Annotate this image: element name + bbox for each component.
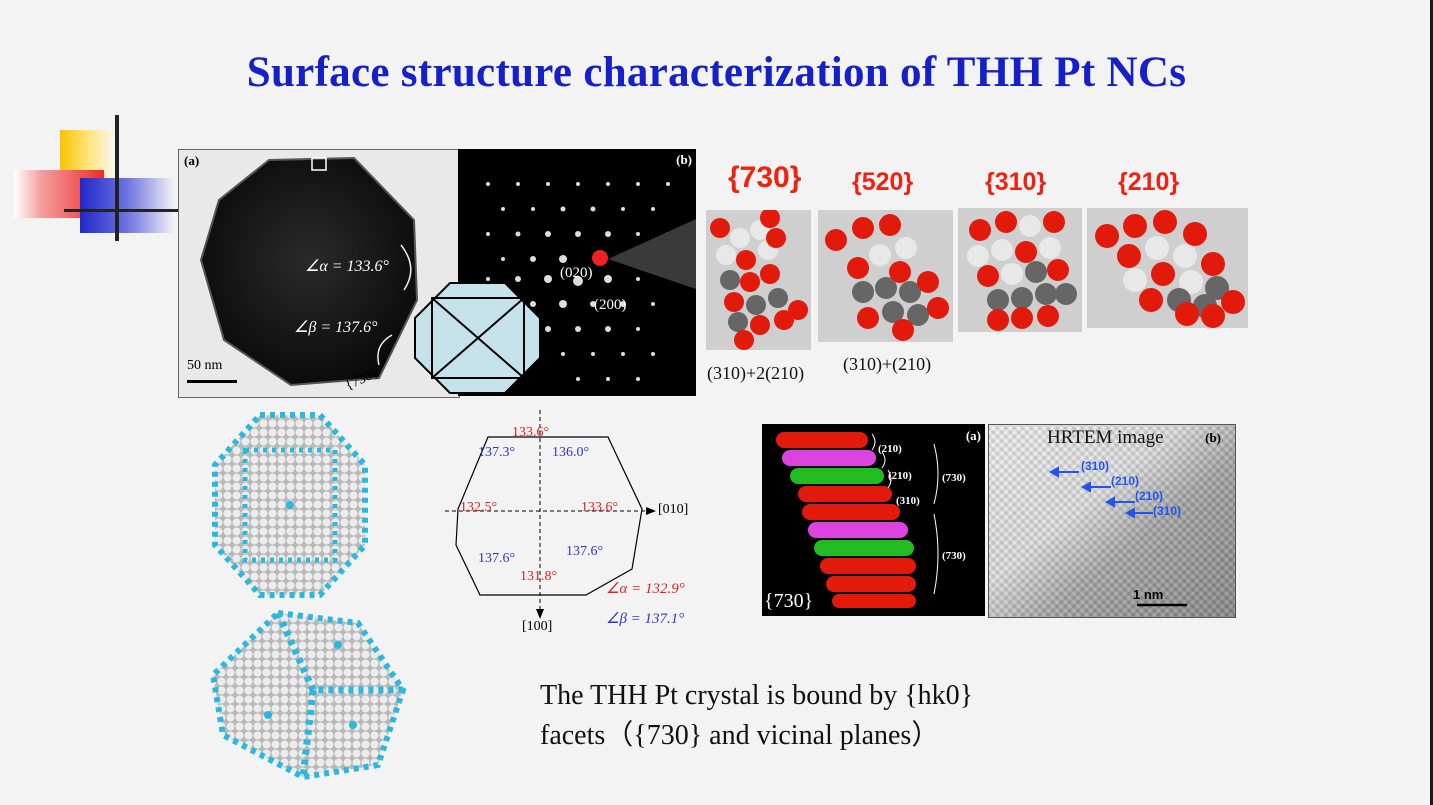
tem-particle <box>199 156 419 387</box>
diffraction-spots <box>486 182 696 381</box>
step-label-210-a: (210) <box>878 443 902 455</box>
hrtem-scale-label: 1 nm <box>1133 587 1164 602</box>
facet-520-title: {520} <box>852 168 914 196</box>
facet-730-model <box>706 208 811 350</box>
facet-310-model <box>958 208 1082 332</box>
angle-top: 133.6° <box>512 425 550 440</box>
alpha-mean-label: ∠α = 132.9° <box>606 581 685 597</box>
angle-diagram: 133.6° 137.3° 136.0° 132.5° 133.6° 137.6… <box>440 405 720 640</box>
panel-a-label: (a) <box>184 153 200 168</box>
hrtem-title: HRTEM image <box>1047 427 1164 448</box>
step-model-panel: (a) (210) (210) (310) (730) (730) {730} <box>762 424 985 616</box>
beta-angle-label: ∠β = 137.6° <box>294 319 378 336</box>
angle-left: 132.5° <box>460 500 498 515</box>
slide-title: Surface structure characterization of TH… <box>246 49 1187 96</box>
angle-upper-left: 137.3° <box>478 445 516 460</box>
facet-520-caption: (310)+(210) <box>843 354 932 374</box>
spot-020-label: (020) <box>560 265 593 281</box>
decorative-corner <box>0 110 190 250</box>
hrtem-step-310-a: (310) <box>1081 459 1110 473</box>
vertical-line <box>115 115 119 241</box>
group-label-730-a: (730) <box>942 472 966 484</box>
angle-octagon <box>445 410 656 619</box>
facet-310-title: {310} <box>985 168 1047 196</box>
thh-atomic-model-3d <box>209 609 407 780</box>
facet-730-caption: (310)+2(210) <box>707 363 805 383</box>
thh-schematic-octagon <box>414 282 541 394</box>
hrtem-panel-label: (b) <box>1205 430 1221 445</box>
step-label-310: (310) <box>896 495 920 507</box>
blue-square <box>80 178 175 233</box>
angle-bottom: 131.8° <box>520 569 558 584</box>
angle-right: 133.6° <box>581 500 619 515</box>
spot-200-label: (200) <box>594 297 627 313</box>
hrtem-step-310-b: (310) <box>1153 504 1182 518</box>
facet-730-title: {730} <box>728 161 802 194</box>
step-panel-a-label: (a) <box>965 428 981 443</box>
step-label-210-b: (210) <box>888 470 912 482</box>
angle-upper-right: 136.0° <box>552 445 590 460</box>
facet-730-atoms <box>710 208 808 350</box>
hrtem-step-210-a: (210) <box>1111 474 1140 488</box>
hrtem-step-arrows <box>1048 466 1187 607</box>
step-model-atoms <box>776 432 939 608</box>
scale-label: 50 nm <box>187 358 223 373</box>
beta-mean-label: ∠β = 137.1° <box>606 611 685 627</box>
summary-line-1: The THH Pt crystal is bound by {hk0} <box>540 680 974 711</box>
panel-b-label: (b) <box>676 152 692 167</box>
angle-lower-left: 137.6° <box>478 551 516 566</box>
tem-image-panel: (a) ∠α = 133.6° ∠β = 137.6° 50 nm {730} <box>178 149 460 398</box>
facet-210-model <box>1087 208 1248 328</box>
alpha-angle-label: ∠α = 133.6° <box>305 258 389 275</box>
summary-line-2: facets（{730} and vicinal planes） <box>540 720 940 751</box>
thh-atomic-model-top <box>212 412 368 598</box>
facet-520-model <box>818 210 953 342</box>
step-panel-facet-label: {730} <box>764 590 814 612</box>
hrtem-panel: HRTEM image (b) (310) (210) (210) (310) … <box>988 424 1236 618</box>
facet-210-title: {210} <box>1118 168 1180 196</box>
angle-lower-right: 137.6° <box>566 544 604 559</box>
window-edge <box>1430 0 1433 805</box>
axis-100-label: [100] <box>522 619 553 634</box>
hrtem-step-210-b: (210) <box>1135 489 1164 503</box>
facet-520-atoms <box>825 214 949 341</box>
horizontal-line <box>64 209 182 212</box>
group-label-730-b: (730) <box>942 550 966 562</box>
summary-text: The THH Pt crystal is bound by {hk0} fac… <box>540 676 973 756</box>
scale-bar <box>187 380 237 383</box>
facet-210-atoms <box>1095 210 1245 328</box>
facet-310-atoms <box>967 211 1077 331</box>
axis-010-label: [010] <box>658 502 689 517</box>
